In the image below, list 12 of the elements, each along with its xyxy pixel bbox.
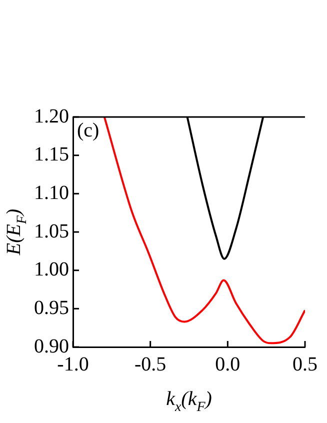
y-axis-title: E(EF) [3, 208, 30, 256]
x-tick-label: -0.5 [134, 353, 166, 376]
y-tick-label: 0.95 [34, 296, 69, 319]
y-tick-label: 1.10 [34, 182, 69, 204]
y-tick-label: 1.15 [34, 144, 69, 166]
line-series [103, 117, 305, 344]
y-tick-label: 1.20 [34, 105, 69, 128]
y-tick-label: 1.05 [34, 220, 69, 242]
y-tick-label: 1.00 [34, 258, 69, 281]
annotation: (c) [77, 119, 100, 142]
x-tick-label: 0.0 [215, 353, 240, 376]
x-tick-label: 0.5 [292, 353, 318, 376]
